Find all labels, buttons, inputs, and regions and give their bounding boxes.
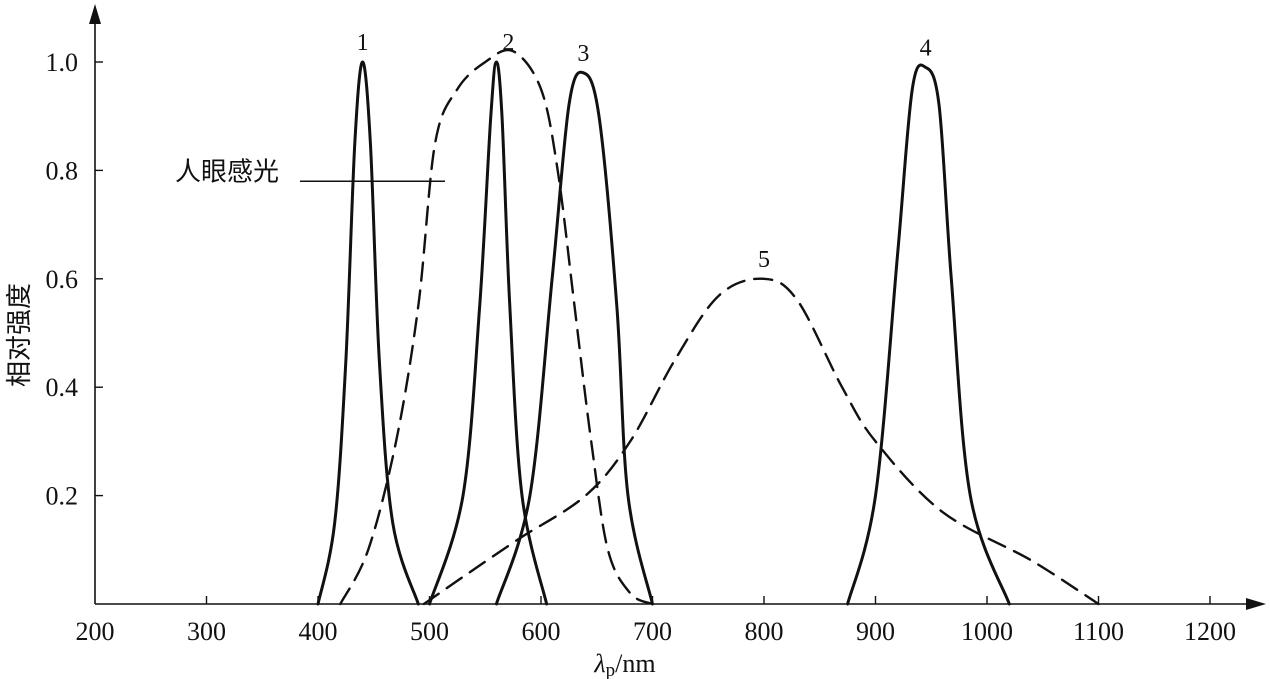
x-tick-label: 500 <box>410 617 449 646</box>
x-axis-arrow <box>1246 598 1266 610</box>
x-axis-label-subscript: p <box>606 660 616 679</box>
y-tick-label: 0.6 <box>46 265 79 294</box>
x-tick-group: 200 300 400 500 600 700 800 900 1000 1100 1200 <box>76 596 1236 646</box>
eye-sensitivity-annotation: 人眼感光 <box>175 157 279 187</box>
x-tick-label: 1000 <box>961 617 1013 646</box>
curve-3 <box>494 70 654 606</box>
curve-2 <box>428 60 549 606</box>
x-tick-label: 300 <box>187 617 226 646</box>
x-axis-label: λp/nm <box>593 649 655 679</box>
y-axis-label: 相对强度 <box>5 283 35 387</box>
x-tick-label: 900 <box>856 617 895 646</box>
y-axis-arrow <box>89 4 101 24</box>
x-axis-label-symbol: λ <box>593 649 605 678</box>
x-tick-label: 700 <box>633 617 672 646</box>
curve-label-1: 1 <box>357 30 369 56</box>
curve-label-4: 4 <box>920 35 932 61</box>
x-tick-label: 400 <box>299 617 338 646</box>
y-tick-group: 0.2 0.4 0.6 0.8 1.0 <box>46 48 103 511</box>
y-tick-label: 0.2 <box>46 482 79 511</box>
y-tick-label: 0.4 <box>46 373 79 402</box>
x-tick-label: 1200 <box>1184 617 1236 646</box>
curve-4 <box>846 63 1011 606</box>
x-tick-label: 600 <box>522 617 561 646</box>
x-tick-label: 200 <box>76 617 115 646</box>
x-tick-label: 1100 <box>1073 617 1124 646</box>
curve-label-group: 1 2 3 4 5 <box>357 30 932 273</box>
curve-group <box>316 48 1100 606</box>
curve-label-2: 2 <box>502 30 514 56</box>
x-axis-label-unit: /nm <box>615 649 655 678</box>
curve-label-3: 3 <box>577 41 589 67</box>
curve-label-5: 5 <box>758 247 770 273</box>
x-tick-label: 800 <box>745 617 784 646</box>
curve-1 <box>316 60 420 606</box>
y-tick-label: 1.0 <box>46 48 79 77</box>
curve-6 <box>339 48 654 606</box>
curve-5 <box>422 277 1100 606</box>
y-tick-label: 0.8 <box>46 156 79 185</box>
